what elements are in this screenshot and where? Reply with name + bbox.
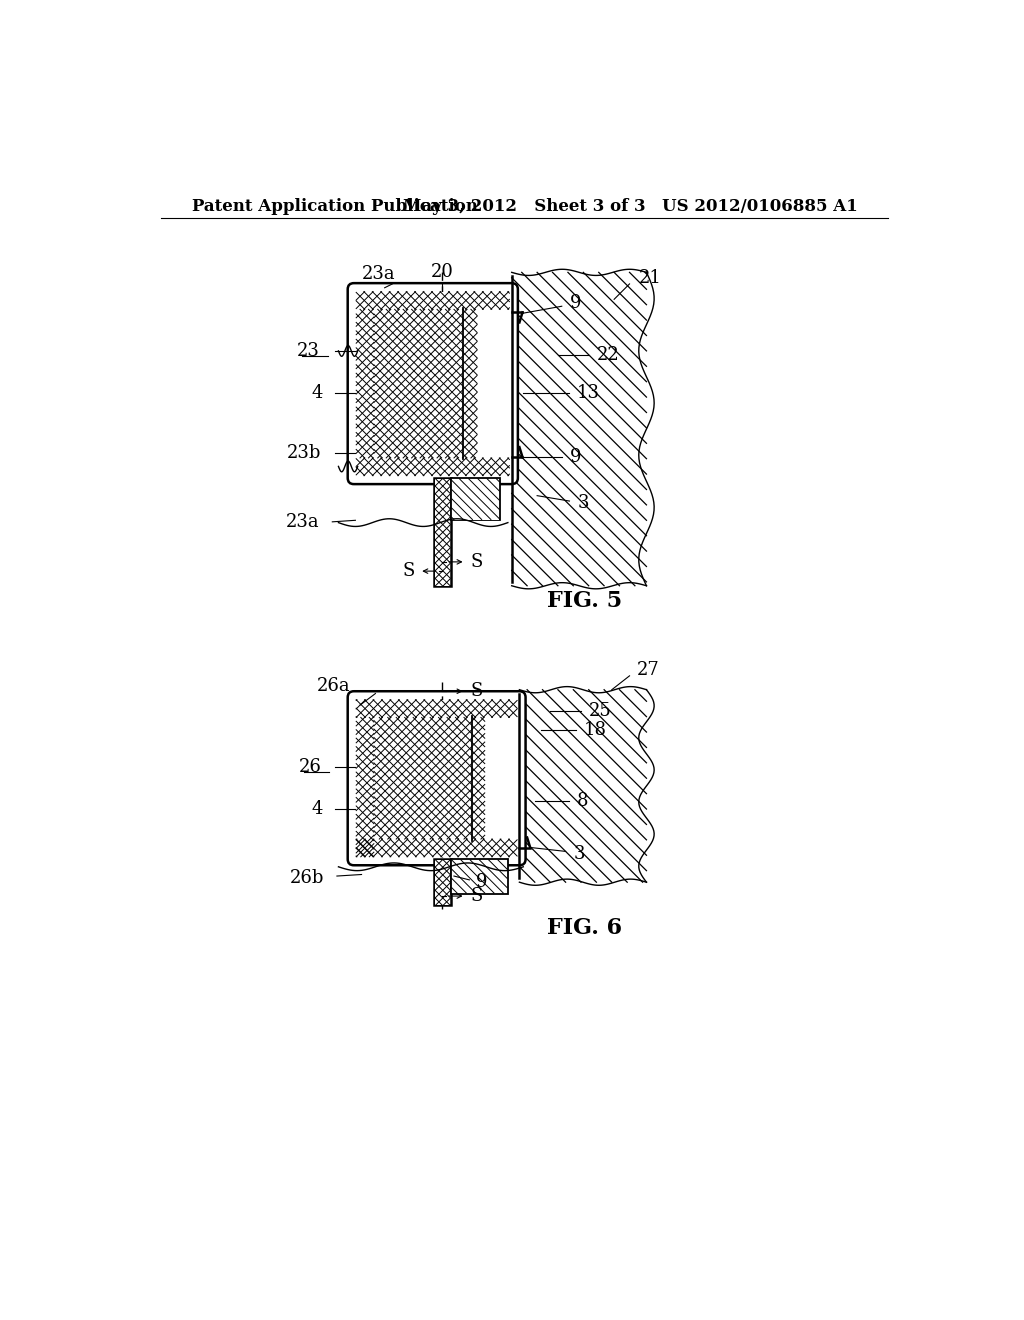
Bar [356,700,517,718]
Bar [356,840,517,857]
Text: S: S [470,682,482,700]
Text: 22: 22 [596,346,620,364]
Bar [434,478,451,586]
Text: May 3, 2012   Sheet 3 of 3: May 3, 2012 Sheet 3 of 3 [403,198,646,215]
Text: 26: 26 [299,758,322,776]
Bar [435,479,451,586]
Bar [451,859,508,894]
Text: FIG. 5: FIG. 5 [547,590,623,612]
Bar [435,859,451,906]
Text: 9: 9 [569,294,581,312]
Bar [356,309,374,458]
Text: 8: 8 [578,792,589,810]
Bar [356,292,509,309]
Text: 25: 25 [589,702,611,721]
Text: 23: 23 [296,342,319,360]
Bar [374,718,484,840]
Text: Patent Application Publication: Patent Application Publication [193,198,478,215]
Text: 4: 4 [311,800,323,818]
Bar [434,859,451,906]
Bar [519,689,646,882]
Text: 26b: 26b [290,870,325,887]
Text: 3: 3 [578,494,589,512]
FancyBboxPatch shape [348,692,525,866]
Text: S: S [470,553,482,570]
Text: 3: 3 [573,845,585,863]
Text: 23a: 23a [361,265,395,282]
Text: 23b: 23b [287,445,322,462]
Text: 20: 20 [431,264,454,281]
Text: 9: 9 [569,449,581,466]
Text: 21: 21 [639,269,662,286]
Bar [374,309,477,458]
Text: S: S [402,562,415,579]
Text: US 2012/0106885 A1: US 2012/0106885 A1 [662,198,857,215]
FancyBboxPatch shape [348,284,518,484]
Bar [452,479,500,520]
Text: 18: 18 [584,721,606,739]
Text: S: S [470,887,482,906]
Text: FIG. 6: FIG. 6 [547,917,623,940]
Bar [452,859,507,892]
Text: 27: 27 [637,661,660,680]
Bar [356,458,509,475]
Bar [356,718,374,857]
Text: 26a: 26a [316,677,350,694]
Bar [451,478,500,520]
Text: 23a: 23a [286,513,319,531]
Bar [512,272,646,586]
Text: 4: 4 [311,384,323,403]
Text: 13: 13 [578,384,600,403]
Text: 9: 9 [475,874,487,891]
